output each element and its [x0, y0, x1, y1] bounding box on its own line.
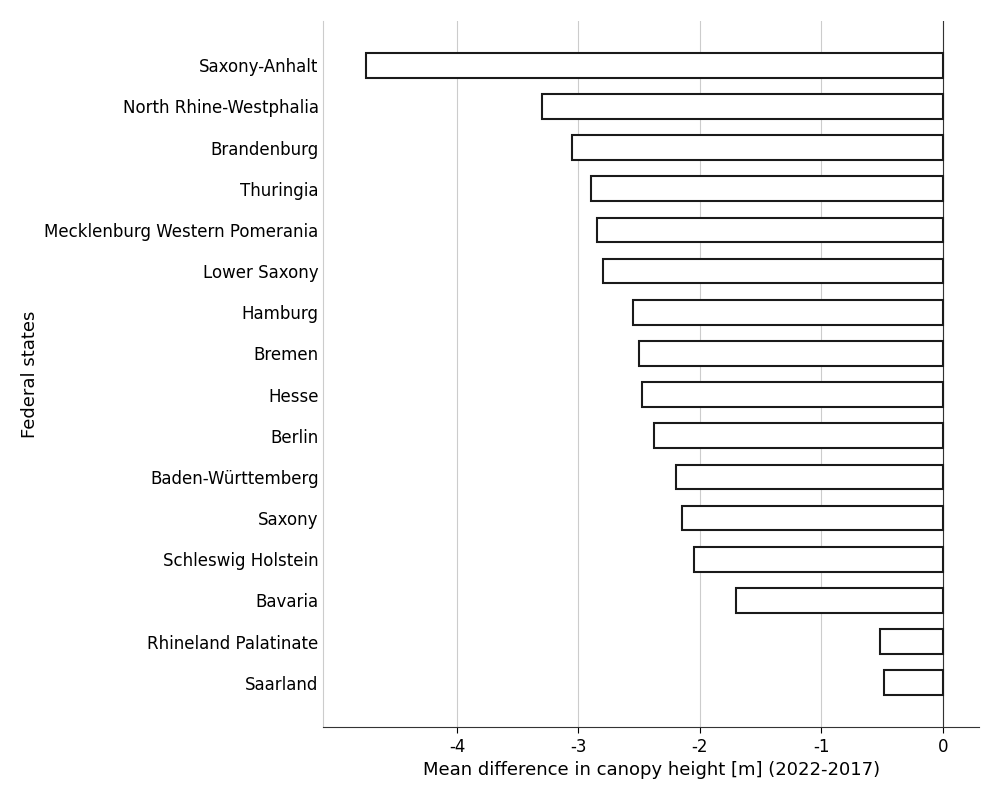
Bar	[736, 588, 943, 613]
Bar	[676, 465, 943, 490]
Bar	[654, 423, 943, 448]
Bar	[542, 94, 943, 119]
Bar	[880, 630, 943, 654]
Bar	[884, 670, 943, 695]
Bar	[633, 300, 943, 325]
Bar	[642, 382, 943, 407]
Bar	[639, 341, 943, 366]
Bar	[366, 53, 943, 78]
Y-axis label: Federal states: Federal states	[21, 310, 39, 438]
Bar	[591, 177, 943, 201]
Bar	[572, 135, 943, 160]
Bar	[694, 547, 943, 571]
Bar	[603, 258, 943, 283]
Bar	[682, 506, 943, 530]
X-axis label: Mean difference in canopy height [m] (2022-2017): Mean difference in canopy height [m] (20…	[423, 761, 880, 779]
Bar	[597, 218, 943, 242]
